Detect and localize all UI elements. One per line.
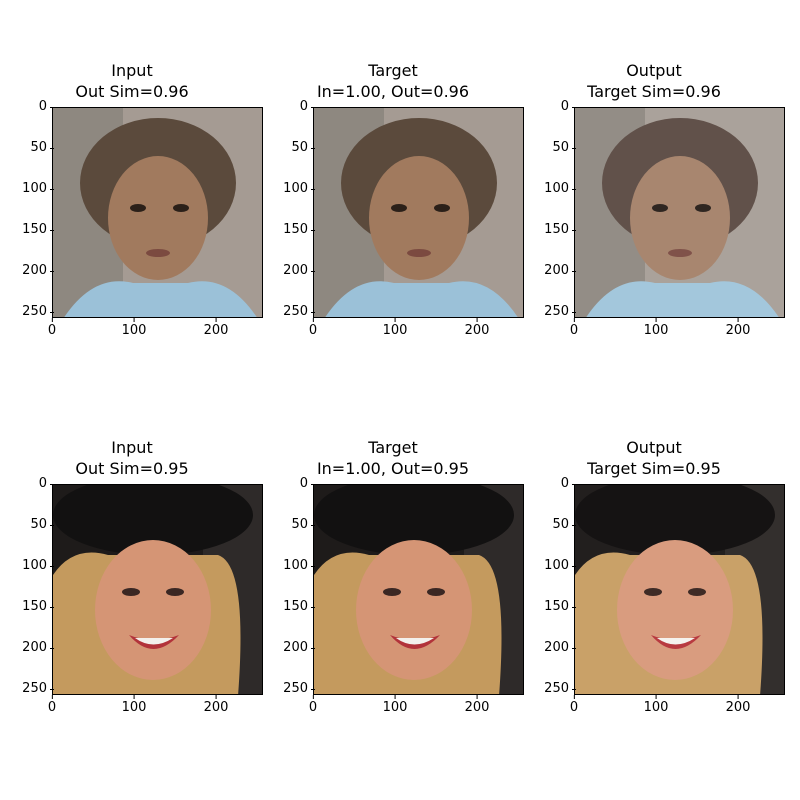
portrait-child-image: [575, 108, 784, 317]
y-tick: 200: [283, 640, 315, 655]
y-tick: 0: [299, 99, 316, 114]
panel-title-line1: Input: [111, 438, 153, 457]
x-tick: 0: [569, 318, 579, 338]
y-tick: 200: [22, 640, 54, 655]
panel-title-line2: Target Sim=0.96: [587, 82, 721, 101]
image-axes: [313, 107, 524, 318]
y-tick: 250: [544, 304, 576, 319]
y-tick: 50: [291, 517, 315, 532]
y-tick: 150: [544, 222, 576, 237]
x-tick: 100: [121, 318, 147, 338]
x-tick: 100: [382, 318, 408, 338]
y-tick: 50: [30, 140, 54, 155]
y-tick: 0: [299, 476, 316, 491]
image-axes: [574, 484, 785, 695]
panel-title-line1: Target: [368, 438, 418, 457]
x-tick: 200: [464, 695, 490, 715]
y-tick: 200: [283, 263, 315, 278]
x-tick: 0: [47, 318, 57, 338]
panel-title-line2: In=1.00, Out=0.95: [316, 459, 470, 478]
y-tick: 100: [22, 558, 54, 573]
y-tick: 50: [552, 140, 576, 155]
x-tick: 200: [203, 318, 229, 338]
portrait-woman-smiling-image: [314, 485, 523, 694]
x-tick: 200: [464, 318, 490, 338]
y-tick: 250: [544, 681, 576, 696]
y-tick: 150: [283, 599, 315, 614]
panel-output-2: Output Target Sim=0.95 0 50 100 150 200 …: [523, 437, 785, 717]
portrait-woman-smiling-image: [575, 485, 784, 694]
x-tick: 200: [203, 695, 229, 715]
x-tick: 0: [47, 695, 57, 715]
panel-title-line2: Out Sim=0.96: [75, 82, 189, 101]
panel-target-1: Target In=1.00, Out=0.96 0 50 100 150 20…: [262, 60, 524, 340]
y-tick: 0: [38, 476, 55, 491]
y-tick: 50: [30, 517, 54, 532]
y-tick: 200: [22, 263, 54, 278]
x-tick: 0: [308, 318, 318, 338]
portrait-child-image: [53, 108, 262, 317]
panel-title-line1: Input: [111, 61, 153, 80]
y-tick: 250: [22, 304, 54, 319]
panel-title-line1: Output: [626, 438, 682, 457]
portrait-child-image: [314, 108, 523, 317]
panel-input-1: Input Out Sim=0.96 0 50 100 150 200 250 …: [1, 60, 263, 340]
y-tick: 50: [291, 140, 315, 155]
y-tick: 100: [544, 181, 576, 196]
y-tick: 250: [22, 681, 54, 696]
y-tick: 50: [552, 517, 576, 532]
image-axes: [574, 107, 785, 318]
portrait-woman-smiling-image: [53, 485, 262, 694]
x-tick: 100: [382, 695, 408, 715]
y-tick: 0: [560, 99, 577, 114]
panel-title-line2: Target Sim=0.95: [587, 459, 721, 478]
y-tick: 150: [283, 222, 315, 237]
panel-input-2: Input Out Sim=0.95 0 50 100 150 200 250 …: [1, 437, 263, 717]
y-tick: 100: [283, 558, 315, 573]
y-tick: 100: [544, 558, 576, 573]
panel-title-line2: Out Sim=0.95: [75, 459, 189, 478]
y-tick: 150: [544, 599, 576, 614]
image-axes: [52, 484, 263, 695]
x-tick: 0: [308, 695, 318, 715]
image-axes: [52, 107, 263, 318]
y-tick: 250: [283, 304, 315, 319]
x-tick: 0: [569, 695, 579, 715]
x-tick: 100: [121, 695, 147, 715]
image-axes: [313, 484, 524, 695]
y-tick: 200: [544, 640, 576, 655]
panel-title-line1: Target: [368, 61, 418, 80]
panel-title-line2: In=1.00, Out=0.96: [316, 82, 470, 101]
y-tick: 200: [544, 263, 576, 278]
y-tick: 150: [22, 599, 54, 614]
panel-title-line1: Output: [626, 61, 682, 80]
x-tick: 200: [725, 695, 751, 715]
y-tick: 0: [560, 476, 577, 491]
y-tick: 100: [22, 181, 54, 196]
y-tick: 150: [22, 222, 54, 237]
y-tick: 0: [38, 99, 55, 114]
y-tick: 100: [283, 181, 315, 196]
y-tick: 250: [283, 681, 315, 696]
x-tick: 100: [643, 695, 669, 715]
panel-output-1: Output Target Sim=0.96 0 50 100 150 200 …: [523, 60, 785, 340]
panel-target-2: Target In=1.00, Out=0.95 0 50 100 150 20…: [262, 437, 524, 717]
x-tick: 100: [643, 318, 669, 338]
x-tick: 200: [725, 318, 751, 338]
